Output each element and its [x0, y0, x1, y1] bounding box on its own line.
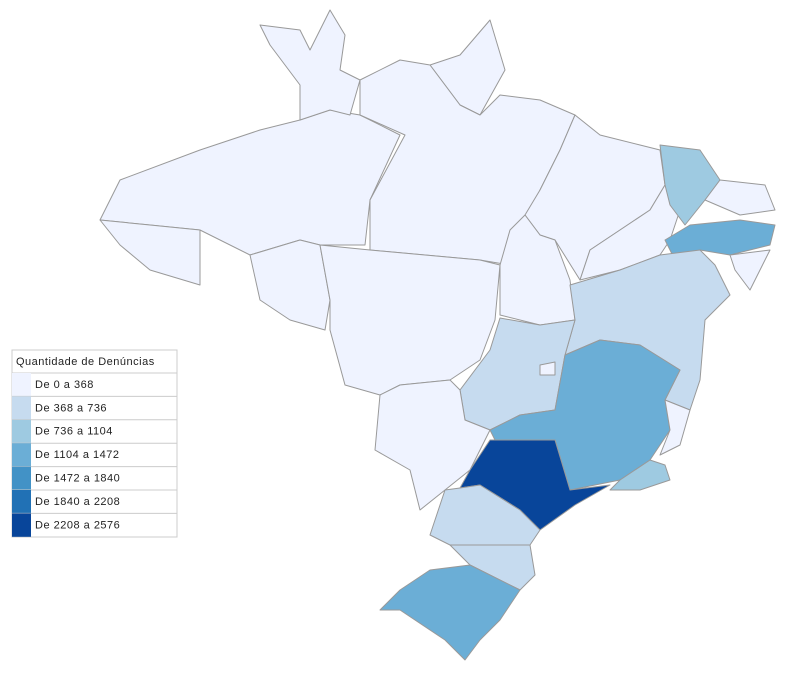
state	[429, 484, 541, 546]
legend-label: De 736 a 1104	[35, 426, 113, 438]
legend-swatch	[12, 373, 31, 397]
state	[449, 544, 536, 591]
state	[374, 379, 491, 511]
state	[249, 239, 331, 331]
legend-swatch	[12, 396, 31, 420]
state	[609, 459, 671, 491]
legend-title: Quantidade de Denúncias	[16, 356, 155, 368]
state	[259, 9, 361, 121]
state	[379, 564, 521, 661]
state	[659, 399, 691, 456]
legend-label: De 1840 a 2208	[35, 496, 120, 508]
legend-swatch	[12, 443, 31, 467]
legend-swatch	[12, 513, 31, 537]
legend-label: De 368 a 736	[35, 402, 107, 414]
legend-label: De 1104 a 1472	[35, 449, 119, 461]
state	[659, 144, 721, 226]
legend-label: De 2208 a 2576	[35, 519, 120, 531]
state	[539, 361, 556, 376]
legend-label: De 0 a 368	[35, 379, 94, 391]
state	[729, 249, 771, 291]
state	[704, 179, 776, 216]
state	[99, 219, 201, 286]
state	[499, 214, 576, 326]
legend-swatch	[12, 490, 31, 514]
legend: Quantidade de Denúncias De 0 a 368 De 368…	[11, 349, 178, 538]
legend-label: De 1472 a 1840	[35, 473, 120, 485]
states	[99, 9, 776, 661]
legend-swatch	[12, 466, 31, 490]
state	[99, 109, 401, 256]
legend-swatch	[12, 419, 31, 444]
